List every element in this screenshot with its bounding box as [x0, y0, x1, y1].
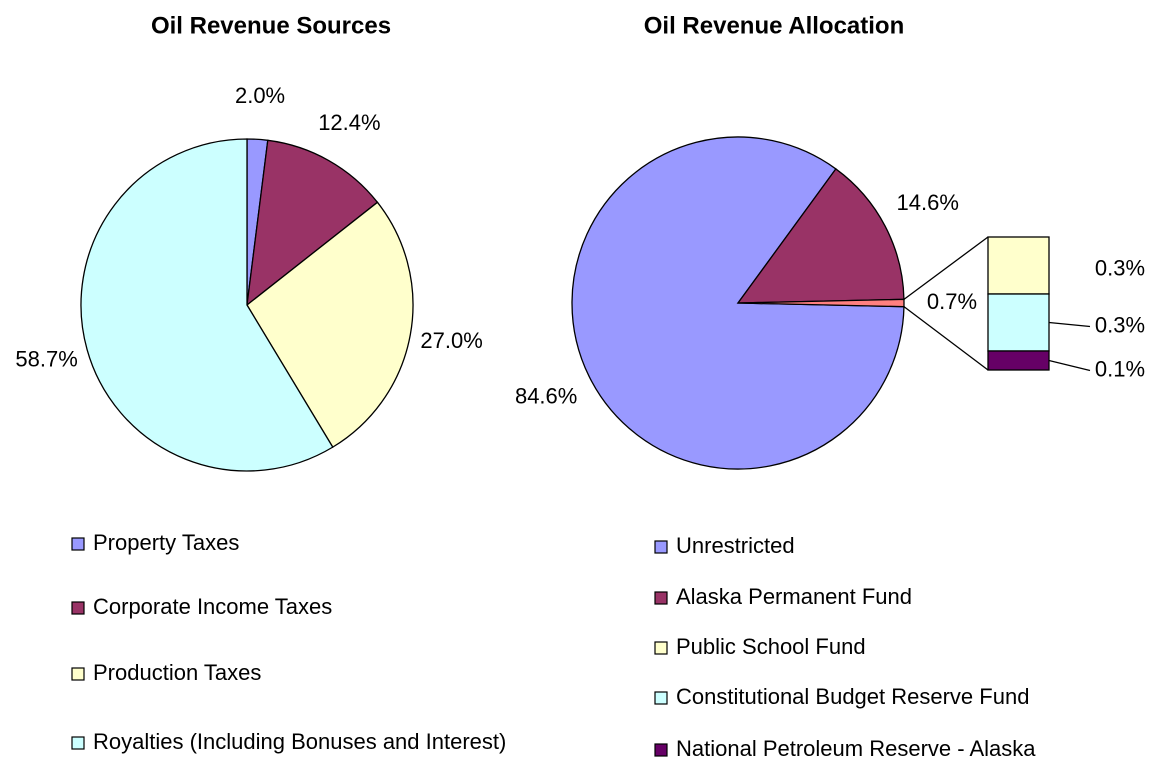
data-label: 84.6%: [515, 384, 577, 409]
chart-title: Oil Revenue Sources: [151, 12, 391, 39]
leader-line: [1048, 359, 1091, 372]
pie-slice: [80, 138, 334, 472]
pie-slice: [737, 298, 905, 308]
legend-swatch: [71, 537, 85, 551]
legend-label: Alaska Permanent Fund: [676, 584, 912, 609]
data-label: 27.0%: [420, 328, 482, 353]
legend-label: Corporate Income Taxes: [93, 594, 332, 619]
leader-line: [1048, 321, 1091, 328]
pie-slice: [246, 201, 414, 449]
legend-swatch: [654, 591, 668, 605]
legend-label: Public School Fund: [676, 634, 866, 659]
legend-label: Production Taxes: [93, 660, 261, 685]
legend-swatch: [71, 601, 85, 615]
pie-slice: [246, 139, 379, 307]
legend-label: Property Taxes: [93, 530, 239, 555]
data-label: 14.6%: [897, 190, 959, 215]
legend-label: National Petroleum Reserve - Alaska: [676, 736, 1036, 761]
pie-slice: [736, 168, 905, 304]
data-label: 2.0%: [235, 83, 285, 108]
connector-line: [903, 306, 989, 371]
legend-swatch: [71, 736, 85, 750]
data-label: 0.1%: [1095, 356, 1145, 381]
connector-line: [903, 236, 989, 300]
chart-title: Oil Revenue Allocation: [644, 12, 905, 39]
legend-swatch: [654, 743, 668, 757]
legend-swatch: [71, 667, 85, 681]
bar-segment: [987, 350, 1050, 371]
bar-segment: [987, 236, 1050, 295]
data-label: 12.4%: [318, 110, 380, 135]
data-label: 0.7%: [927, 289, 977, 314]
legend-swatch: [654, 691, 668, 705]
legend-swatch: [654, 641, 668, 655]
legend-swatch: [654, 540, 668, 554]
legend-label: Constitutional Budget Reserve Fund: [676, 684, 1029, 709]
bar-segment: [987, 293, 1050, 352]
data-label: 0.3%: [1095, 255, 1145, 280]
legend-label: Unrestricted: [676, 533, 795, 558]
data-label: 58.7%: [15, 347, 77, 372]
legend-label: Royalties (Including Bonuses and Interes…: [93, 729, 506, 754]
data-label: 0.3%: [1095, 312, 1145, 337]
